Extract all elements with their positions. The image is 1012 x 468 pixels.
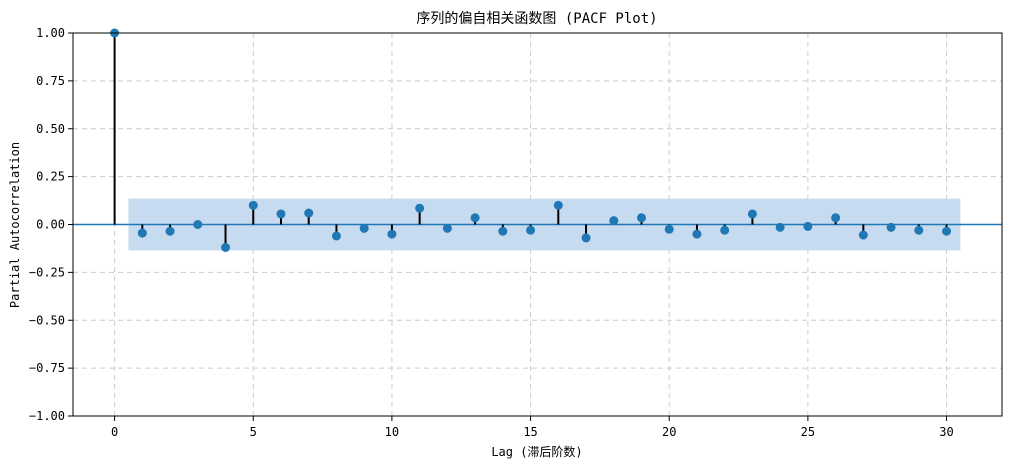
y-tick-label: −0.75	[29, 361, 65, 375]
data-point	[276, 209, 286, 219]
data-point	[248, 200, 258, 210]
y-tick-label: 0.75	[36, 74, 65, 88]
data-point	[359, 223, 369, 233]
data-point	[442, 223, 452, 233]
y-tick-label: −1.00	[29, 409, 65, 423]
data-point	[526, 225, 536, 235]
data-point	[304, 208, 314, 218]
y-tick-label: −0.25	[29, 265, 65, 279]
data-point	[914, 225, 924, 235]
data-point	[221, 242, 231, 252]
marker-group	[110, 28, 952, 252]
y-tick-label: 0.25	[36, 170, 65, 184]
y-axis-ticks: −1.00 −0.75 −0.50 −0.25 0.00 0.25 0.50 0.75 1.00	[29, 26, 73, 423]
data-point	[415, 203, 425, 213]
data-point	[747, 209, 757, 219]
x-tick-label: 20	[662, 425, 676, 439]
y-tick-label: −0.50	[29, 313, 65, 327]
data-point	[942, 226, 952, 236]
data-point	[581, 233, 591, 243]
data-point	[137, 228, 147, 238]
data-point	[831, 213, 841, 223]
y-tick-label: 0.50	[36, 122, 65, 136]
data-point	[470, 213, 480, 223]
x-axis-ticks: 0 5 10 15 20 25 30	[111, 416, 954, 439]
data-point	[664, 224, 674, 234]
data-point	[886, 222, 896, 232]
y-tick-label: 1.00	[36, 26, 65, 40]
data-point	[553, 200, 563, 210]
y-axis-label: Partial Autocorrelation	[8, 142, 22, 308]
data-point	[636, 213, 646, 223]
x-tick-label: 10	[385, 425, 399, 439]
x-tick-label: 30	[939, 425, 953, 439]
x-tick-label: 15	[523, 425, 537, 439]
data-point	[775, 222, 785, 232]
data-point	[331, 231, 341, 241]
chart-title: 序列的偏自相关函数图 (PACF Plot)	[416, 11, 657, 27]
data-point	[498, 226, 508, 236]
data-point	[692, 229, 702, 239]
x-tick-label: 0	[111, 425, 118, 439]
x-tick-label: 5	[250, 425, 257, 439]
data-point	[803, 221, 813, 231]
data-point	[858, 230, 868, 240]
data-point	[387, 229, 397, 239]
data-point	[609, 216, 619, 226]
data-point	[720, 225, 730, 235]
x-axis-label: Lag (滞后阶数)	[491, 444, 582, 459]
data-point	[165, 226, 175, 236]
y-tick-label: 0.00	[36, 218, 65, 232]
x-tick-label: 25	[801, 425, 815, 439]
data-point	[193, 220, 203, 229]
